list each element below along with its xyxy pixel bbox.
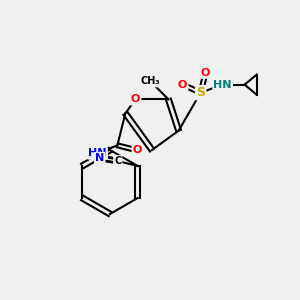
Text: O: O <box>178 80 187 90</box>
Text: HN: HN <box>213 80 232 90</box>
Text: N: N <box>95 153 104 163</box>
Text: HN: HN <box>88 148 106 158</box>
Text: O: O <box>131 94 140 104</box>
Text: O: O <box>201 68 210 78</box>
Text: O: O <box>133 145 142 155</box>
Text: C: C <box>114 156 121 166</box>
Text: S: S <box>196 86 205 99</box>
Text: HN: HN <box>88 148 106 158</box>
Text: CH₃: CH₃ <box>141 76 160 86</box>
